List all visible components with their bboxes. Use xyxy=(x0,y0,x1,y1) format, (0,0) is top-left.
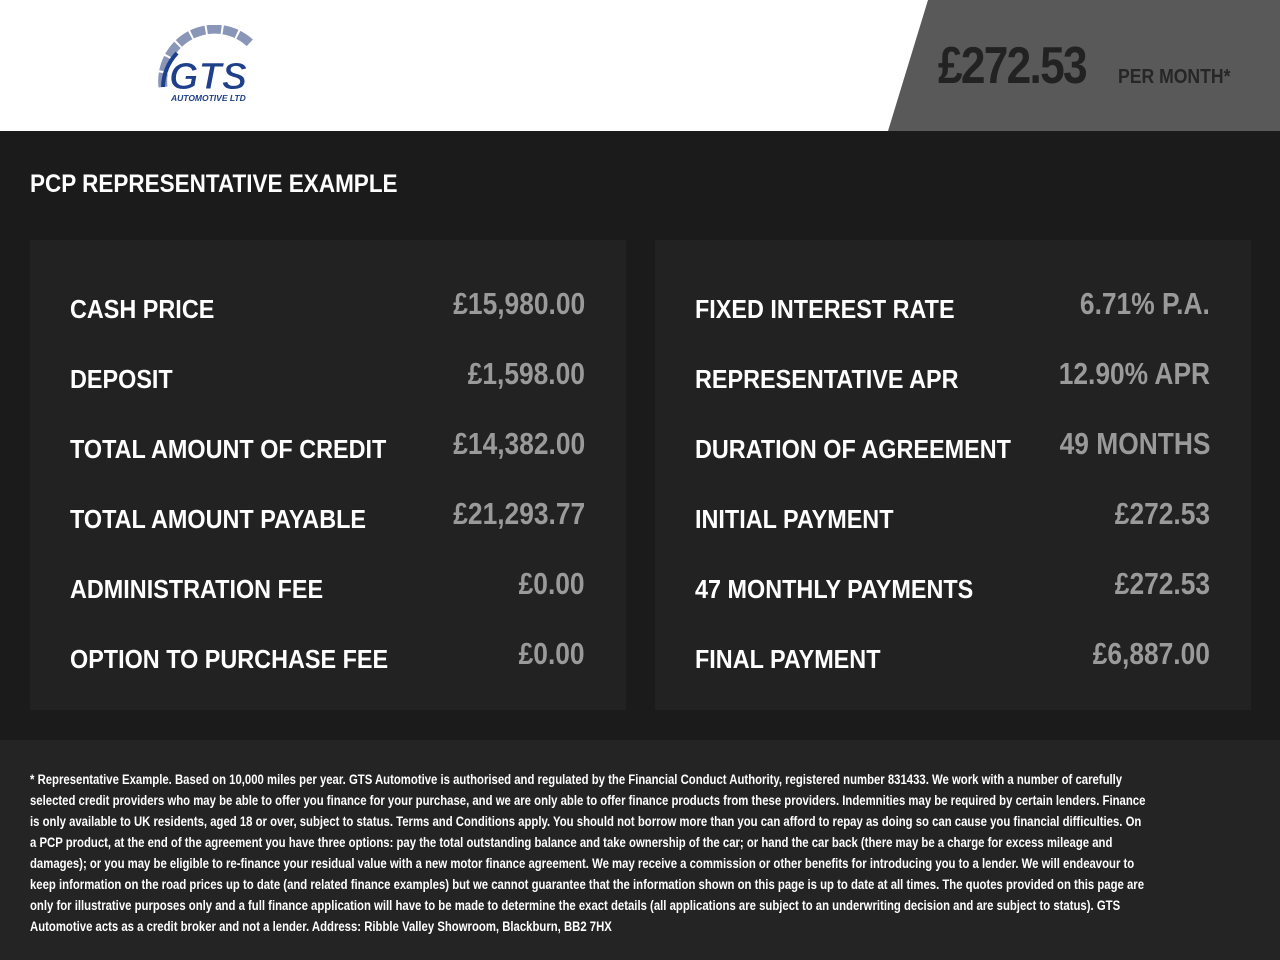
monthly-price: £272.53 xyxy=(938,37,1088,95)
right-finance-panel: FIXED INTEREST RATE 6.71% P.A. REPRESENTAT… xyxy=(655,240,1251,710)
finance-row: FINAL PAYMENT £6,887.00 xyxy=(695,636,1210,676)
disclaimer-text: * Representative Example. Based on 10,00… xyxy=(30,772,1146,934)
finance-label: 47 MONTHLY PAYMENTS xyxy=(695,574,974,604)
finance-label: DURATION OF AGREEMENT xyxy=(695,434,1011,464)
finance-label: ADMINISTRATION FEE xyxy=(70,574,324,604)
finance-label: OPTION TO PURCHASE FEE xyxy=(70,644,389,674)
finance-value: £15,980.00 xyxy=(453,286,585,321)
finance-value: £6,887.00 xyxy=(1092,636,1210,671)
finance-label: REPRESENTATIVE APR xyxy=(695,364,959,394)
finance-label: CASH PRICE xyxy=(70,294,215,324)
finance-label: FINAL PAYMENT xyxy=(695,644,881,674)
finance-row: 47 MONTHLY PAYMENTS £272.53 xyxy=(695,566,1210,606)
finance-row: REPRESENTATIVE APR 12.90% APR xyxy=(695,356,1210,396)
finance-value: 12.90% APR xyxy=(1058,356,1210,391)
finance-value: £272.53 xyxy=(1114,566,1210,601)
left-finance-panel: CASH PRICE £15,980.00 DEPOSIT £1,598.00 TOTA… xyxy=(30,240,626,710)
finance-value: £14,382.00 xyxy=(453,426,585,461)
page-title: PCP REPRESENTATIVE EXAMPLE xyxy=(30,170,398,198)
per-month-label: PER MONTH* xyxy=(1118,66,1231,88)
finance-row: OPTION TO PURCHASE FEE £0.00 xyxy=(70,636,585,676)
finance-value: £272.53 xyxy=(1114,496,1210,531)
finance-label: TOTAL AMOUNT PAYABLE xyxy=(70,504,367,534)
finance-label: INITIAL PAYMENT xyxy=(695,504,894,534)
finance-row: DURATION OF AGREEMENT 49 MONTHS xyxy=(695,426,1210,466)
finance-row: TOTAL AMOUNT PAYABLE £21,293.77 xyxy=(70,496,585,536)
finance-value: 49 MONTHS xyxy=(1059,426,1210,461)
svg-text:AUTOMOTIVE LTD: AUTOMOTIVE LTD xyxy=(170,93,246,103)
finance-value: £0.00 xyxy=(519,636,585,671)
finance-label: FIXED INTEREST RATE xyxy=(695,294,955,324)
svg-text:GTS: GTS xyxy=(169,56,247,98)
monthly-price-panel: £272.53 PER MONTH* xyxy=(888,0,1280,131)
finance-row: TOTAL AMOUNT OF CREDIT £14,382.00 xyxy=(70,426,585,466)
finance-row: INITIAL PAYMENT £272.53 xyxy=(695,496,1210,536)
finance-value: £21,293.77 xyxy=(453,496,585,531)
finance-label: TOTAL AMOUNT OF CREDIT xyxy=(70,434,387,464)
gts-logo: GTS AUTOMOTIVE LTD xyxy=(158,25,254,103)
header: GTS AUTOMOTIVE LTD £272.53 PER MONTH* xyxy=(0,0,1280,131)
finance-row: FIXED INTEREST RATE 6.71% P.A. xyxy=(695,286,1210,326)
finance-row: ADMINISTRATION FEE £0.00 xyxy=(70,566,585,606)
finance-label: DEPOSIT xyxy=(70,364,173,394)
finance-value: £1,598.00 xyxy=(467,356,585,391)
finance-value: £0.00 xyxy=(519,566,585,601)
finance-row: DEPOSIT £1,598.00 xyxy=(70,356,585,396)
finance-value: 6.71% P.A. xyxy=(1080,286,1210,321)
finance-row: CASH PRICE £15,980.00 xyxy=(70,286,585,326)
footer: * Representative Example. Based on 10,00… xyxy=(0,740,1280,960)
